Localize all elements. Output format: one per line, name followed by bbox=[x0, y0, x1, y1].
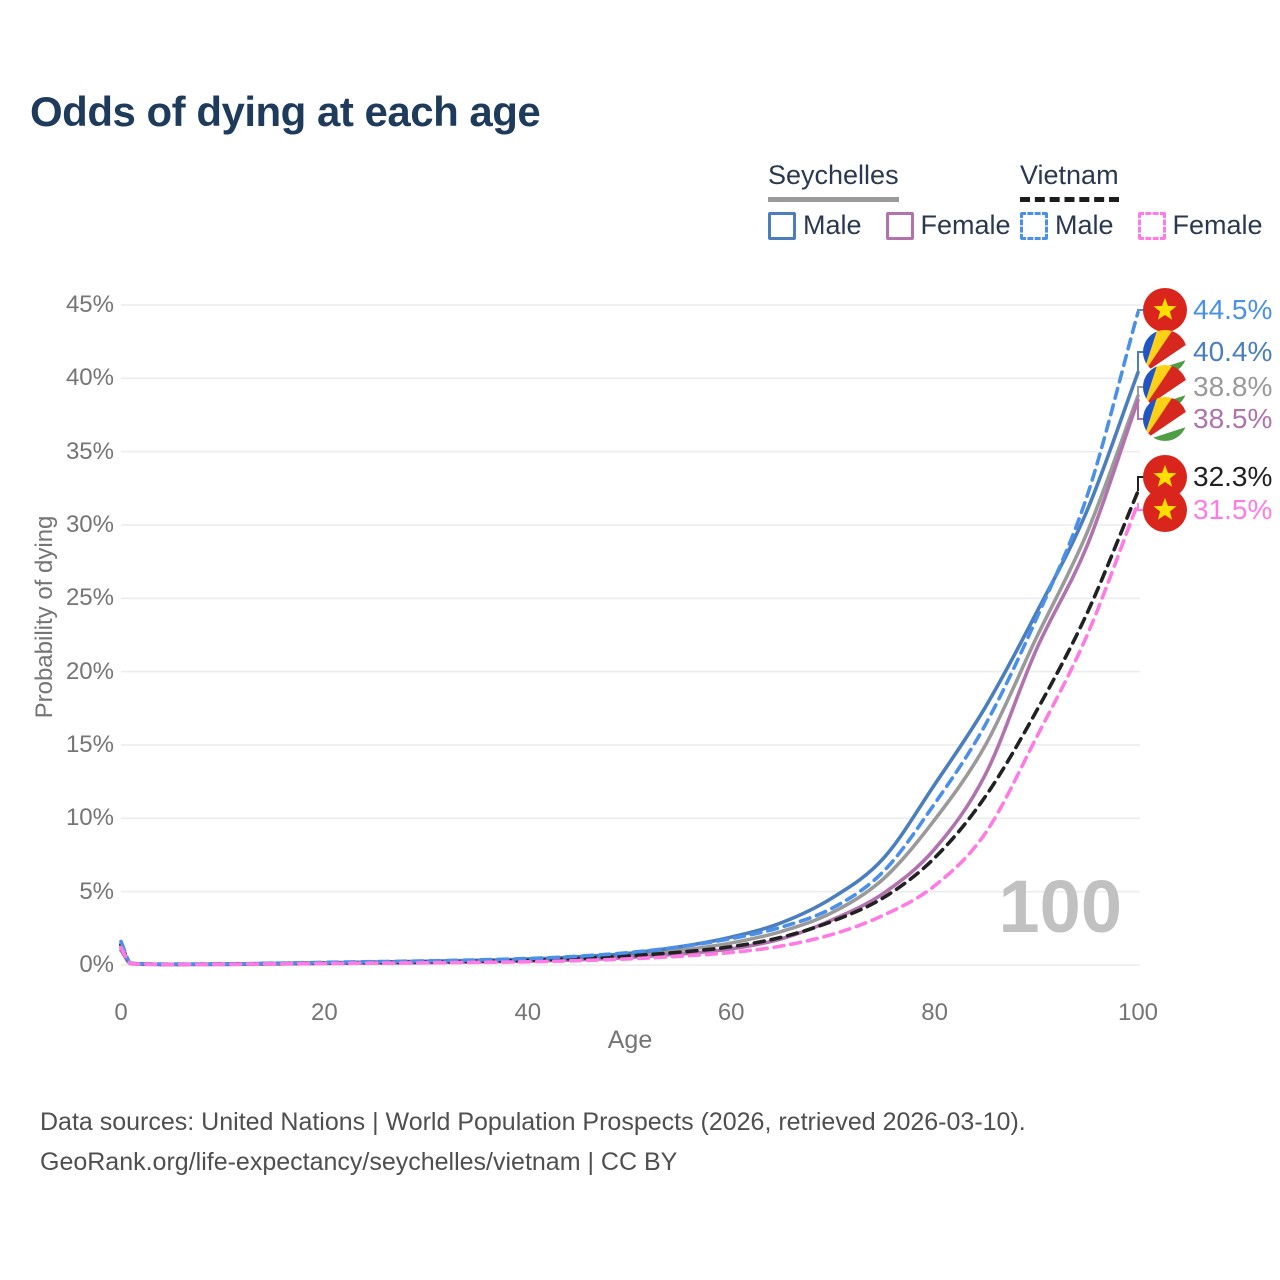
checkbox-icon[interactable] bbox=[885, 211, 914, 240]
vietnam-flag-icon bbox=[1143, 288, 1187, 332]
y-tick-label: 25% bbox=[65, 584, 114, 612]
legend-toggle-seychelles-male[interactable]: Male bbox=[768, 210, 862, 241]
y-axis-title: Probability of dying bbox=[31, 515, 58, 719]
legend-country-seychelles[interactable]: Seychelles bbox=[768, 160, 899, 202]
curve-seychelles-male[interactable] bbox=[119, 370, 1140, 967]
end-label-vietnam-both-sexes: 32.3% bbox=[1143, 455, 1272, 499]
legend-toggle-vietnam-female[interactable]: Female bbox=[1137, 210, 1263, 241]
curves bbox=[119, 310, 1140, 967]
legend-toggle-label: Male bbox=[803, 210, 862, 240]
end-label-value: 31.5% bbox=[1193, 494, 1273, 525]
y-tick-label: 45% bbox=[65, 291, 114, 318]
legend-toggle-seychelles-female[interactable]: Female bbox=[885, 210, 1011, 241]
y-tick-label: 15% bbox=[65, 731, 114, 758]
footer-attribution: GeoRank.org/life-expectancy/seychelles/v… bbox=[40, 1148, 678, 1176]
x-tick-label: 60 bbox=[717, 999, 745, 1026]
legend-group-seychelles: Seychelles Male Female bbox=[768, 160, 1011, 241]
legend-country-vietnam[interactable]: Vietnam bbox=[1020, 160, 1119, 202]
gridlines bbox=[121, 304, 1140, 966]
legend-toggle-label: Female bbox=[920, 210, 1011, 240]
end-label-value: 38.8% bbox=[1193, 371, 1273, 402]
legend-toggle-label: Male bbox=[1055, 210, 1114, 240]
end-label-seychelles-male: 40.4% bbox=[1143, 330, 1272, 374]
y-tick-label: 10% bbox=[65, 804, 114, 832]
curve-vietnam-female[interactable] bbox=[119, 501, 1140, 967]
checkbox-icon[interactable] bbox=[1020, 211, 1048, 240]
y-tick-label: 30% bbox=[65, 511, 114, 538]
x-axis-title: Age bbox=[607, 1026, 653, 1054]
end-label-value: 40.4% bbox=[1193, 336, 1273, 367]
end-label-value: 38.5% bbox=[1193, 403, 1273, 434]
footer-data-sources: Data sources: United Nations | World Pop… bbox=[40, 1108, 1026, 1136]
end-label-value: 44.5% bbox=[1193, 294, 1273, 325]
x-tick-label: 80 bbox=[921, 999, 948, 1026]
curve-seychelles-female[interactable] bbox=[119, 398, 1140, 967]
seychelles-flag-icon bbox=[1143, 397, 1187, 441]
age-counter-watermark: 100 bbox=[998, 865, 1122, 948]
chart-title: Odds of dying at each age bbox=[30, 88, 541, 135]
y-tick-label: 40% bbox=[65, 364, 114, 392]
x-tick-label: 40 bbox=[514, 999, 542, 1026]
x-tick-label: 100 bbox=[1117, 999, 1159, 1026]
x-tick-label: 0 bbox=[114, 999, 128, 1026]
legend-toggle-label: Female bbox=[1172, 210, 1263, 240]
x-tick-label: 20 bbox=[311, 999, 338, 1026]
legend-group-vietnam: Vietnam Male Female bbox=[1020, 160, 1263, 241]
curve-vietnam-male[interactable] bbox=[119, 310, 1140, 966]
y-tick-label: 5% bbox=[79, 877, 114, 905]
legend-toggle-vietnam-male[interactable]: Male bbox=[1020, 210, 1114, 241]
checkbox-icon[interactable] bbox=[768, 211, 796, 240]
y-tick-label: 0% bbox=[79, 951, 114, 978]
end-label-vietnam-male: 44.5% bbox=[1143, 288, 1272, 332]
vietnam-flag-icon bbox=[1143, 455, 1187, 499]
end-label-value: 32.3% bbox=[1193, 461, 1273, 492]
curve-seychelles-both-sexes[interactable] bbox=[119, 394, 1140, 967]
vietnam-flag-icon bbox=[1143, 488, 1187, 532]
y-tick-label: 20% bbox=[65, 657, 114, 685]
y-tick-label: 35% bbox=[65, 437, 114, 465]
end-label-seychelles-female: 38.5% bbox=[1143, 397, 1272, 441]
checkbox-icon[interactable] bbox=[1137, 211, 1166, 240]
end-label-vietnam-female: 31.5% bbox=[1143, 488, 1272, 532]
